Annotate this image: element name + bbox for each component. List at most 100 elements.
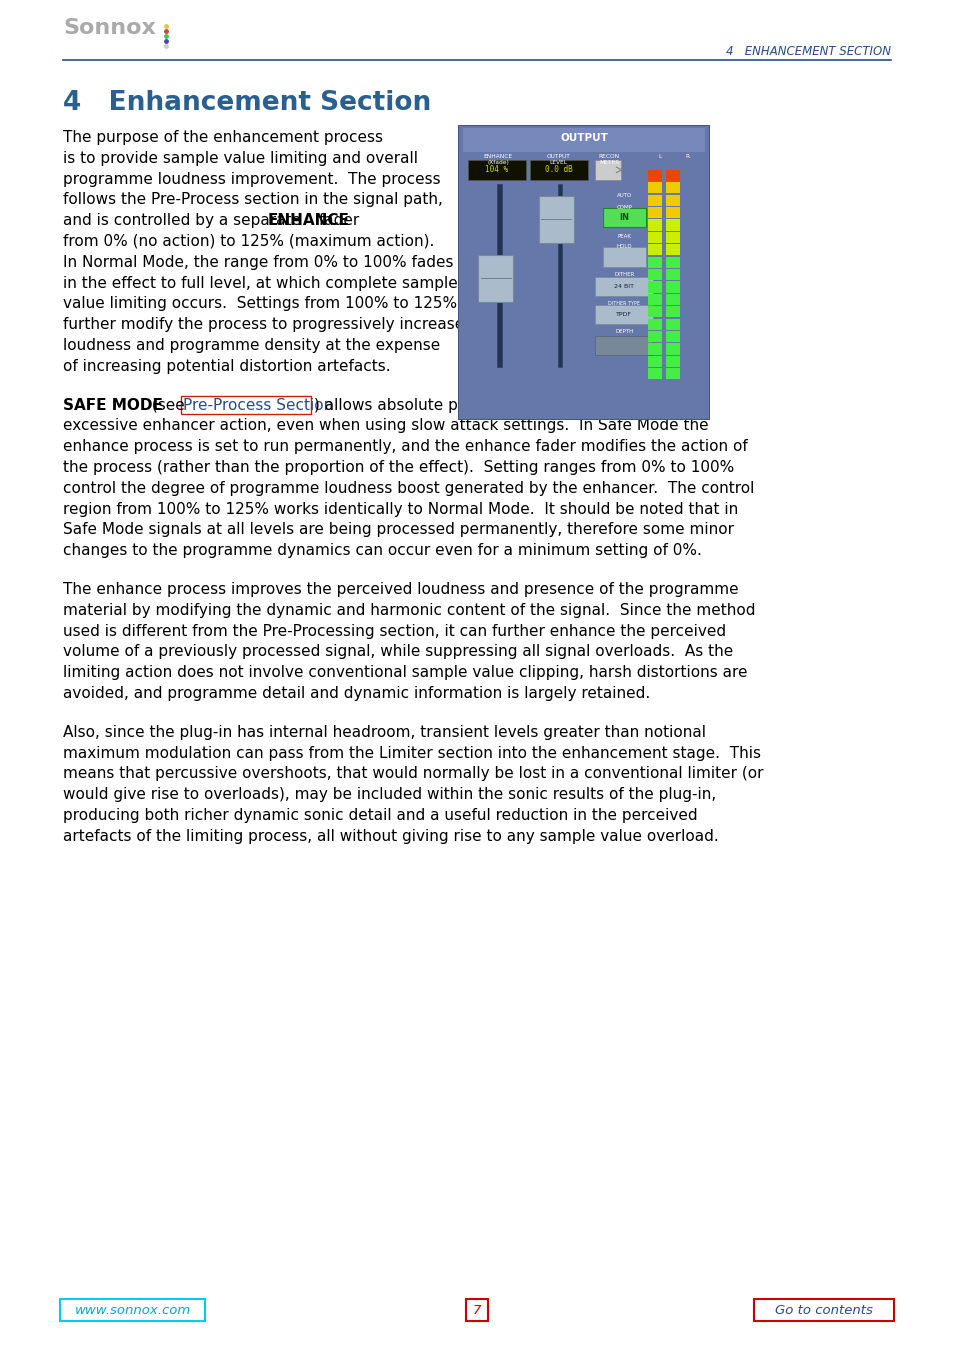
Bar (462, 128, 704, 151)
Bar (648, 343, 661, 355)
Text: avoided, and programme detail and dynamic information is largely retained.: avoided, and programme detail and dynami… (63, 686, 650, 701)
Bar (181, 396, 311, 414)
Text: OUTPUT: OUTPUT (559, 134, 607, 143)
Text: DITHER: DITHER (614, 273, 634, 278)
Text: ) allows absolute peak level control without: ) allows absolute peak level control wit… (314, 398, 647, 413)
Bar (529, 161, 587, 180)
Bar (648, 331, 661, 342)
Text: means that percussive overshoots, that would normally be lost in a conventional : means that percussive overshoots, that w… (63, 767, 762, 782)
Bar (665, 232, 679, 243)
Bar (648, 194, 661, 205)
Bar (648, 207, 661, 219)
Bar (753, 1299, 893, 1322)
Bar (538, 196, 574, 243)
Text: Also, since the plug-in has internal headroom, transient levels greater than not: Also, since the plug-in has internal hea… (63, 725, 705, 740)
Bar (665, 256, 679, 267)
Bar (665, 355, 679, 367)
Bar (595, 336, 653, 355)
Bar (60, 1299, 205, 1322)
Text: value limiting occurs.  Settings from 100% to 125%: value limiting occurs. Settings from 100… (63, 297, 456, 312)
Text: In Normal Mode, the range from 0% to 100% fades: In Normal Mode, the range from 0% to 100… (63, 255, 453, 270)
Text: artefacts of the limiting process, all without giving rise to any sample value o: artefacts of the limiting process, all w… (63, 829, 718, 844)
Bar (665, 343, 679, 355)
Text: enhance process is set to run permanently, and the enhance fader modifies the ac: enhance process is set to run permanentl… (63, 439, 747, 454)
Bar (595, 161, 619, 180)
Text: limiting action does not involve conventional sample value clipping, harsh disto: limiting action does not involve convent… (63, 666, 747, 680)
Bar (665, 294, 679, 305)
Text: fader: fader (314, 213, 359, 228)
Bar (665, 207, 679, 219)
Text: The enhance process improves the perceived loudness and presence of the programm: The enhance process improves the perceiv… (63, 582, 738, 597)
Bar (648, 306, 661, 317)
Text: excessive enhancer action, even when using slow attack settings.  In Safe Mode t: excessive enhancer action, even when usi… (63, 418, 708, 433)
Bar (665, 319, 679, 329)
Text: SAFE MODE: SAFE MODE (63, 398, 163, 413)
Bar (648, 269, 661, 281)
Text: OUTPUT
LEVEL: OUTPUT LEVEL (546, 154, 570, 165)
Text: The purpose of the enhancement process: The purpose of the enhancement process (63, 130, 382, 144)
Text: DEPTH: DEPTH (615, 329, 633, 335)
Text: IN: IN (618, 212, 629, 221)
Text: from 0% (no action) to 125% (maximum action).: from 0% (no action) to 125% (maximum act… (63, 234, 434, 248)
Bar (468, 161, 525, 180)
Text: changes to the programme dynamics can occur even for a minimum setting of 0%.: changes to the programme dynamics can oc… (63, 543, 701, 558)
Bar (665, 194, 679, 205)
Text: further modify the process to progressively increase: further modify the process to progressiv… (63, 317, 464, 332)
Text: in the effect to full level, at which complete sample: in the effect to full level, at which co… (63, 275, 457, 290)
Bar (477, 255, 513, 302)
Text: of increasing potential distortion artefacts.: of increasing potential distortion artef… (63, 359, 390, 374)
Text: AUTO: AUTO (616, 193, 631, 198)
Text: producing both richer dynamic sonic detail and a useful reduction in the perceiv: producing both richer dynamic sonic deta… (63, 809, 697, 824)
Text: Safe Mode signals at all levels are being processed permanently, therefore some : Safe Mode signals at all levels are bein… (63, 522, 733, 537)
Bar (665, 281, 679, 293)
Bar (648, 355, 661, 367)
Bar (665, 220, 679, 231)
Text: material by modifying the dynamic and harmonic content of the signal.  Since the: material by modifying the dynamic and ha… (63, 603, 755, 618)
Text: would give rise to overloads), may be included within the sonic results of the p: would give rise to overloads), may be in… (63, 787, 716, 802)
Bar (497, 184, 501, 367)
Text: ENHANCE
(Xfade): ENHANCE (Xfade) (483, 154, 513, 165)
Bar (665, 306, 679, 317)
Bar (665, 269, 679, 281)
Text: PEAK: PEAK (617, 234, 631, 239)
Text: Pre-Process Section: Pre-Process Section (183, 398, 333, 413)
Bar (465, 1299, 488, 1322)
Text: is to provide sample value limiting and overall: is to provide sample value limiting and … (63, 151, 417, 166)
Text: Go to contents: Go to contents (774, 1304, 872, 1316)
Bar (665, 331, 679, 342)
Bar (648, 232, 661, 243)
Bar (648, 369, 661, 379)
Text: TPDF: TPDF (616, 312, 632, 317)
Text: www.sonnox.com: www.sonnox.com (74, 1304, 191, 1316)
Bar (648, 244, 661, 255)
Text: and is controlled by a separate: and is controlled by a separate (63, 213, 306, 228)
Text: ENHANCE: ENHANCE (267, 213, 349, 228)
Text: loudness and programme density at the expense: loudness and programme density at the ex… (63, 338, 439, 352)
Bar (665, 170, 679, 181)
Text: volume of a previously processed signal, while suppressing all signal overloads.: volume of a previously processed signal,… (63, 644, 733, 659)
Text: follows the Pre-Process section in the signal path,: follows the Pre-Process section in the s… (63, 193, 442, 208)
Bar (648, 256, 661, 267)
Bar (648, 170, 661, 181)
Bar (648, 294, 661, 305)
Text: HOLD: HOLD (616, 244, 632, 250)
Bar (602, 208, 645, 227)
Text: the process (rather than the proportion of the effect).  Setting ranges from 0% : the process (rather than the proportion … (63, 460, 734, 475)
Text: L: L (658, 154, 660, 159)
Text: COMP: COMP (616, 205, 632, 209)
Bar (665, 182, 679, 193)
Text: 4   Enhancement Section: 4 Enhancement Section (63, 90, 431, 116)
Text: 24 BIT: 24 BIT (614, 284, 634, 289)
Bar (648, 281, 661, 293)
Text: 4   ENHANCEMENT SECTION: 4 ENHANCEMENT SECTION (725, 45, 890, 58)
Text: maximum modulation can pass from the Limiter section into the enhancement stage.: maximum modulation can pass from the Lim… (63, 745, 760, 760)
Bar (665, 369, 679, 379)
Bar (595, 277, 653, 296)
Bar (648, 220, 661, 231)
Bar (648, 182, 661, 193)
Bar (665, 244, 679, 255)
Text: DITHER TYPE: DITHER TYPE (608, 301, 639, 305)
Text: R: R (684, 154, 689, 159)
Bar (602, 247, 645, 266)
Text: 7: 7 (473, 1304, 480, 1316)
